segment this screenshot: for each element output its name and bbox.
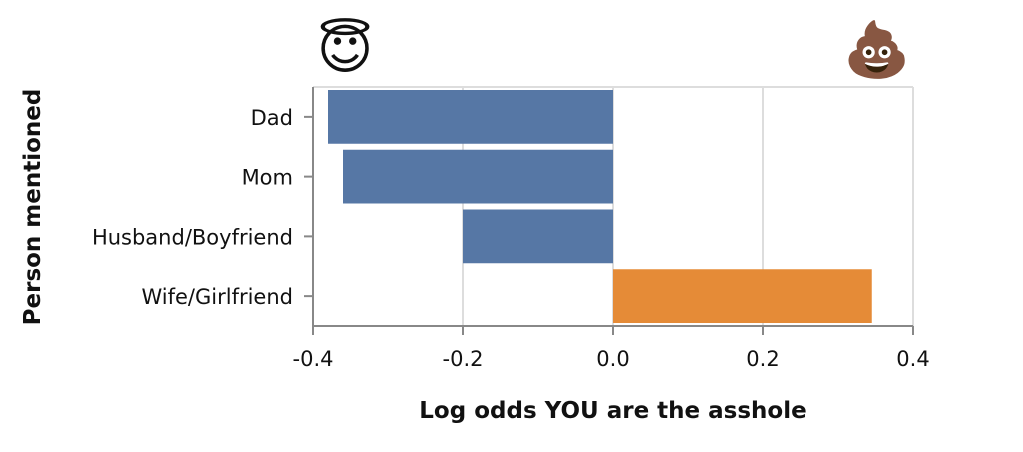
category-label-1: Mom: [242, 166, 293, 190]
bars: [328, 90, 872, 323]
category-label-0: Dad: [251, 106, 293, 130]
x-tick-label-1: -0.2: [443, 347, 484, 371]
category-label-2: Husband/Boyfriend: [92, 225, 293, 249]
x-axis-title: Log odds YOU are the asshole: [419, 398, 806, 424]
x-tick-label-0: -0.4: [293, 347, 334, 371]
axes: [304, 87, 914, 335]
labels: -0.4 -0.2 0.0 0.2 0.4 Dad Mom Husband/Boyfriend…: [92, 106, 930, 371]
x-tick-label-3: 0.2: [746, 347, 779, 371]
bar-1: [343, 149, 613, 204]
x-tick-label-4: 0.4: [896, 347, 929, 371]
x-tick-label-2: 0.0: [596, 347, 629, 371]
bar-2: [463, 209, 613, 264]
angel-icon: 😇: [317, 18, 373, 81]
bar-0: [328, 90, 613, 144]
category-label-3: Wife/Girlfriend: [141, 285, 293, 309]
poop-icon: 💩: [843, 18, 910, 81]
y-axis-title: Person mentioned: [20, 89, 46, 326]
bar-3: [613, 269, 872, 323]
